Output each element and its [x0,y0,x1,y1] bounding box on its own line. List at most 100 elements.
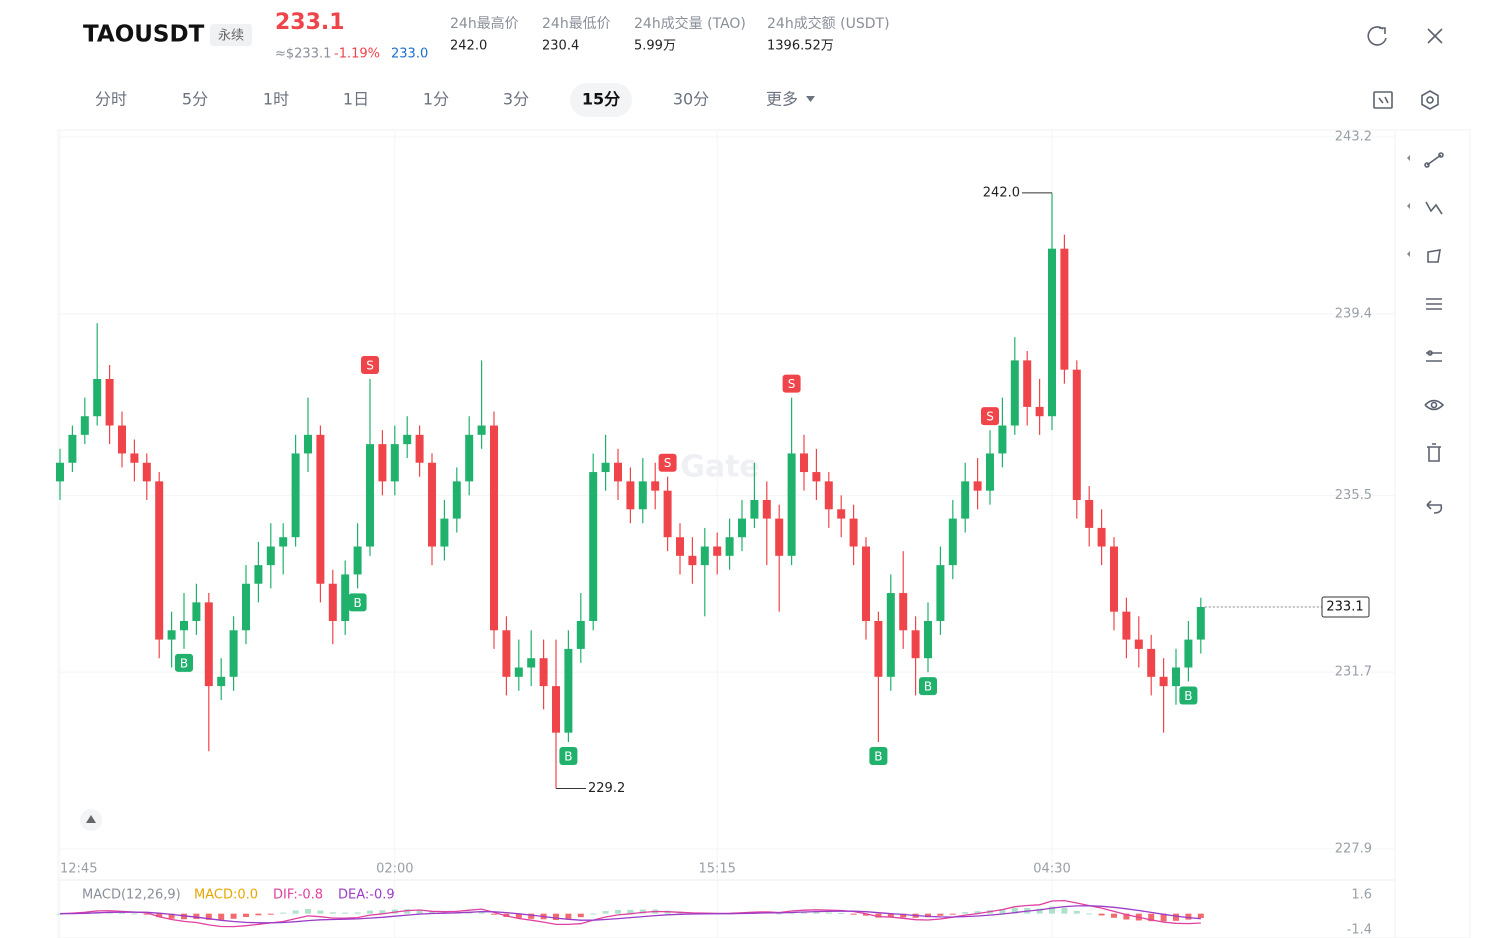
macd-dif: DIF:-0.8 [273,888,323,903]
tab[interactable]: 更多 [766,90,798,109]
candle-body [291,453,300,538]
candle-body [229,630,238,677]
macd-bar [1073,910,1080,914]
candle-body [1023,360,1032,407]
candle-body [663,490,672,538]
candle-body [180,620,188,631]
watermark: Gate [680,450,760,485]
macd-bar [1049,906,1055,914]
candle-body [1110,546,1118,612]
macd-bar [478,911,485,914]
macd-bar [627,909,634,914]
candle-body [1097,527,1106,547]
candle-body [862,546,870,621]
candle-body [1035,406,1044,417]
candle-body [390,444,399,482]
candle-body [56,462,64,482]
macd-bar [825,912,832,914]
settings-button[interactable] [1421,90,1439,110]
tool-button[interactable] [1407,249,1441,263]
candle-body [366,444,374,547]
stat-value: 230.4 [542,39,579,54]
macd-bar [429,911,435,914]
macd-bar [515,913,522,919]
candle-body [477,425,486,435]
tab[interactable]: 分时 [95,90,127,109]
tool-button[interactable] [1407,152,1444,168]
tool-button[interactable] [1426,350,1442,362]
candle-body [948,518,957,566]
candle-body [490,425,498,631]
tool-icon [1424,399,1445,411]
candle-body [849,518,858,547]
candle-body [800,453,808,473]
tool-button[interactable] [1426,298,1442,310]
y-tick-label: 227.9 [1335,842,1372,857]
candle-body [700,546,709,566]
macd-bar [875,913,882,918]
stat-label: 24h成交额 (USDT) [767,15,890,32]
candle-body [589,472,598,621]
candle-body [1184,639,1193,668]
candle-body [638,481,647,510]
plot: Gate 227.9 231.7 235.5 239.4 243.2 12:45 02:00 1… [56,130,1395,938]
signal-label: B [1184,689,1192,703]
tool-icon [1427,249,1441,263]
stats: 24h最高价 242.0 24h最低价 230.4 24h成交量 (TAO) 5.99万 2… [450,15,890,54]
candle-body [1196,607,1205,640]
macd-bar [354,912,361,914]
tool-button[interactable] [1407,201,1443,215]
macd-bar [949,913,956,915]
signal-badge [361,355,379,374]
chart-frame [57,129,1471,938]
tool-icon [1427,443,1441,462]
candle-body [192,602,201,621]
tab[interactable]: 1分 [423,90,449,109]
min-label: 229.2 [588,781,625,796]
tab[interactable]: 1日 [343,90,369,109]
macd-bar [1011,907,1018,914]
macd-bar [255,913,262,916]
macd-bar [1086,913,1093,915]
macd-bar [974,911,981,914]
tool-button[interactable] [1424,399,1445,411]
candle-body [403,434,412,445]
candle-body [378,444,387,482]
candle-body [527,658,536,668]
candle-body [1172,667,1180,687]
tab[interactable]: 1时 [263,90,289,109]
screenshot-button[interactable] [1373,91,1393,109]
candle-body [601,462,610,473]
change: -1.19% [334,47,380,62]
tab[interactable]: 15分 [582,90,620,109]
macd-bar [838,913,845,915]
macd-bar [243,913,249,917]
candle-body [266,546,275,566]
macd-bar [416,909,423,914]
close-button[interactable] [1427,28,1443,44]
share-button[interactable] [1367,26,1387,46]
macd-bar [181,913,187,920]
tab[interactable]: 5分 [182,90,208,109]
signal-label: S [366,358,374,372]
stat-label: 24h最低价 [542,16,611,32]
logo-button[interactable] [80,809,102,831]
candle-body [899,593,908,631]
macd-bar [119,912,125,914]
tab[interactable]: 3分 [503,90,529,109]
tool-button[interactable] [1427,443,1441,462]
macd-bar [776,913,783,915]
candle-body [242,583,250,631]
x-tick-label: 04:30 [1033,862,1070,877]
candle-body [118,425,126,454]
tab[interactable]: 30分 [673,90,709,109]
macd-dea: DEA:-0.9 [338,888,395,903]
candle-body [1159,676,1168,687]
tool-button[interactable] [1426,500,1443,514]
candle-body [762,499,771,519]
macd-bar [1185,913,1192,920]
x-tick-label: 02:00 [376,862,413,877]
y-tick-label: 243.2 [1335,130,1372,145]
signal-badge [782,374,801,393]
